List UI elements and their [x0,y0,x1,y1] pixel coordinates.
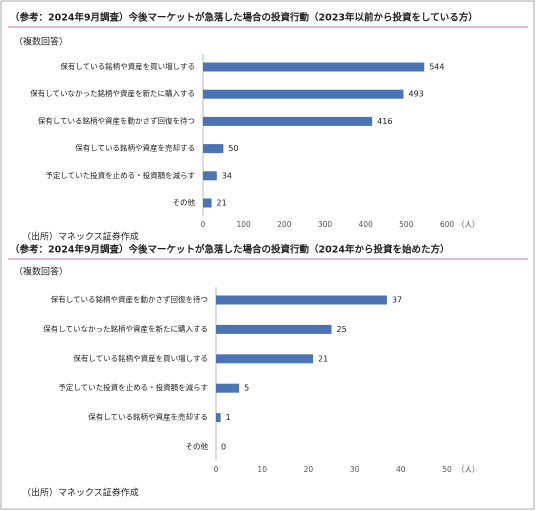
bar [203,171,217,181]
category-label: 保有している銘柄や資産を動かさず回復を待つ [38,115,195,125]
chart-title: （参考：2024年9月調査）今後マーケットが急落した場合の投資行動（2023年以… [10,12,478,24]
value-label: 493 [408,90,423,99]
value-label: 21 [318,354,328,363]
value-label: 25 [337,325,347,334]
value-label: 37 [392,296,402,305]
subtitle: （複数回答） [14,36,68,48]
category-label: 保有している銘柄や資産を買い増しする [60,61,195,71]
bar [216,295,387,305]
bar [203,144,224,154]
value-label: 544 [429,63,444,72]
x-tick-label: 0 [201,220,206,229]
value-label: 5 [244,384,249,393]
x-tick-label: 20 [304,465,314,474]
value-label: 34 [222,171,232,180]
category-label: 保有している銘柄や資産を売却する [75,143,195,153]
category-label: 保有している銘柄や資産を動かさず回復を待つ [51,294,208,304]
x-tick-label: 50 [442,465,452,474]
x-tick-label: 300 [318,220,333,229]
bar [216,324,332,334]
bar [203,198,212,208]
value-label: 50 [228,144,238,153]
value-label: 0 [221,443,226,452]
category-label: 保有していなかった銘柄や資産を新たに購入する [30,88,195,98]
category-label: その他 [173,197,196,207]
subtitle: （複数回答） [14,266,68,278]
category-label: 予定していた投資を止める・投資額を減らす [45,170,195,180]
bar [216,383,240,393]
category-label: 予定していた投資を止める・投資額を減らす [58,382,208,392]
x-tick-label: 10 [257,465,267,474]
x-tick-label: 100 [237,220,252,229]
source: （出所）マネックス証券作成 [22,487,139,499]
bar [216,413,221,423]
category-label: その他 [186,441,209,451]
value-label: 21 [217,199,227,208]
x-tick-label: 40 [396,465,406,474]
bar [203,62,425,72]
source: （出所）マネックス証券作成 [22,231,139,243]
x-tick-label: 400 [359,220,374,229]
category-label: 保有していなかった銘柄や資産を新たに購入する [43,323,208,333]
value-label: 1 [226,413,231,422]
bar [203,89,404,99]
chart-title: （参考：2024年9月調査）今後マーケットが急落した場合の投資行動（2024年か… [10,244,450,256]
x-tick-label: 0 [214,465,219,474]
bar [203,116,373,126]
x-tick-label: 30 [350,465,360,474]
category-label: 保有している銘柄や資産を買い増しする [73,353,208,363]
x-tick-label: 600 [440,220,455,229]
x-tick-label: 500 [399,220,414,229]
value-label: 416 [377,117,392,126]
x-unit: （人） [457,220,480,229]
bar [216,354,314,364]
x-tick-label: 200 [277,220,292,229]
x-unit: （人） [457,465,480,474]
category-label: 保有している銘柄や資産を売却する [88,412,208,422]
